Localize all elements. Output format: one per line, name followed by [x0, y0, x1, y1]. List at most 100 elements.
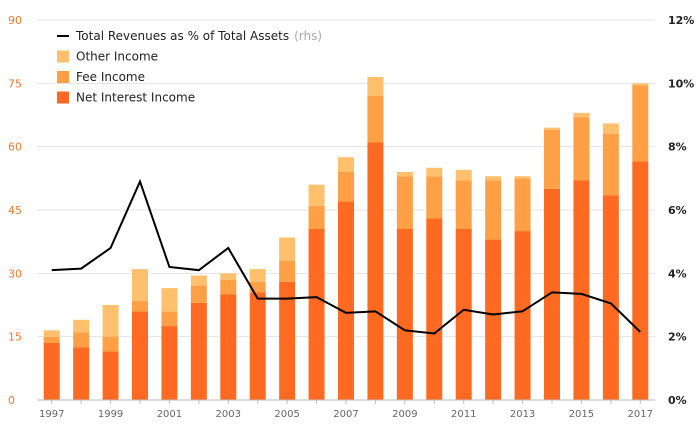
bar-segment-other-income — [485, 176, 502, 181]
legend-label-suffix: (rhs) — [294, 29, 322, 43]
bar-segment-net-interest-income — [249, 292, 266, 400]
bar-segment-other-income — [602, 123, 619, 134]
bar-segment-other-income — [396, 172, 413, 177]
bar-segment-fee-income — [161, 311, 178, 327]
y-right-tick-label: 12% — [668, 14, 694, 27]
y-left-tick-label: 45 — [8, 204, 22, 217]
bar-segment-other-income — [249, 269, 266, 282]
bar-segment-net-interest-income — [396, 229, 413, 400]
legend-label: Total Revenues as % of Total Assets (rhs) — [75, 29, 322, 43]
bar-segment-net-interest-income — [161, 326, 178, 400]
bar-segment-other-income — [279, 237, 296, 261]
legend-box-swatch — [57, 50, 69, 63]
bar-segment-other-income — [220, 273, 237, 280]
x-tick-label: 2013 — [510, 409, 535, 420]
bar-segment-fee-income — [544, 129, 560, 189]
bar-segment-fee-income — [308, 205, 325, 229]
x-tick-label: 2003 — [216, 409, 241, 420]
bar-segment-net-interest-income — [338, 201, 354, 400]
legend-label-text: Fee Income — [76, 70, 145, 84]
bar-segment-other-income — [573, 112, 590, 118]
bar-segment-fee-income — [455, 180, 472, 229]
bar-segment-fee-income — [396, 176, 413, 229]
y-right-tick-label: 2% — [668, 331, 687, 344]
bar-segment-net-interest-income — [43, 343, 60, 400]
bar-segment-other-income — [544, 127, 560, 130]
x-tick-label: 1997 — [39, 409, 64, 420]
bar-segment-other-income — [161, 288, 178, 312]
bar-segment-fee-income — [514, 178, 531, 232]
bar-segment-fee-income — [632, 85, 649, 162]
bar-segment-fee-income — [338, 172, 354, 202]
bar-segment-other-income — [426, 167, 443, 177]
y-left-tick-label: 15 — [8, 331, 22, 344]
bar-segment-net-interest-income — [573, 180, 590, 400]
legend-box-swatch — [57, 71, 69, 83]
bar-segment-net-interest-income — [632, 161, 649, 400]
legend-label-text: Other Income — [76, 50, 158, 64]
bar-segment-other-income — [308, 184, 325, 206]
x-tick-label: 2017 — [628, 409, 653, 420]
bar-segment-other-income — [73, 319, 90, 333]
bar-segment-fee-income — [102, 336, 119, 352]
bar-segment-net-interest-income — [73, 347, 90, 400]
bar-segment-net-interest-income — [132, 311, 148, 400]
bar-segment-net-interest-income — [544, 188, 560, 400]
legend-label-text: Net Interest Income — [76, 91, 195, 105]
x-tick-label: 2015 — [569, 409, 594, 420]
bar-segment-fee-income — [426, 176, 443, 219]
bar-segment-net-interest-income — [220, 294, 237, 400]
bar-segment-net-interest-income — [514, 231, 531, 400]
y-right-tick-label: 4% — [668, 267, 687, 280]
bar-segment-fee-income — [602, 134, 619, 196]
bar-segment-other-income — [190, 275, 207, 286]
y-left-tick-label: 90 — [8, 14, 22, 27]
legend-box-swatch — [57, 91, 69, 104]
legend-label: Other Income — [76, 50, 158, 64]
y-left-tick-label: 30 — [8, 267, 22, 280]
bar-segment-other-income — [514, 176, 531, 179]
x-tick-label: 2005 — [274, 409, 299, 420]
bar-segment-fee-income — [190, 286, 207, 303]
bar-segment-other-income — [132, 269, 148, 301]
legend-label-text: Total Revenues as % of Total Assets — [75, 29, 289, 43]
bar-segment-net-interest-income — [455, 229, 472, 400]
x-tick-label: 2011 — [451, 409, 476, 420]
bar-segment-net-interest-income — [308, 229, 325, 400]
bar-segment-fee-income — [367, 96, 384, 143]
x-tick-label: 2001 — [157, 409, 182, 420]
bar-segment-net-interest-income — [367, 142, 384, 400]
x-tick-label: 2009 — [392, 409, 417, 420]
bar-segment-other-income — [367, 77, 384, 96]
y-right-tick-label: 0% — [668, 394, 687, 407]
y-right-tick-label: 6% — [668, 204, 687, 217]
y-left-tick-label: 75 — [8, 77, 22, 90]
bar-segment-fee-income — [43, 336, 60, 343]
bar-segment-other-income — [455, 169, 472, 181]
legend-label: Net Interest Income — [76, 91, 195, 105]
bar-segment-fee-income — [485, 180, 502, 240]
bar-segment-fee-income — [73, 332, 90, 348]
bar-segment-net-interest-income — [102, 351, 119, 400]
bar-segment-net-interest-income — [190, 302, 207, 400]
bar-segment-other-income — [102, 305, 119, 337]
y-left-tick-label: 60 — [8, 141, 22, 154]
bar-segment-fee-income — [573, 117, 590, 181]
bar-segment-net-interest-income — [426, 218, 443, 400]
bar-segment-net-interest-income — [602, 195, 619, 400]
x-tick-label: 2007 — [333, 409, 358, 420]
y-right-tick-label: 8% — [668, 141, 687, 154]
bar-segment-fee-income — [220, 279, 237, 295]
bar-segment-other-income — [43, 330, 60, 337]
bar-segment-other-income — [632, 83, 649, 86]
revenue-ratio-line — [51, 178, 641, 335]
bar-segment-fee-income — [279, 260, 296, 282]
bar-segment-net-interest-income — [485, 239, 502, 400]
bar-segment-net-interest-income — [279, 281, 296, 400]
y-left-tick-label: 0 — [8, 394, 15, 407]
bar-segment-fee-income — [132, 300, 148, 312]
x-tick-label: 1999 — [98, 409, 123, 420]
bar-segment-fee-income — [249, 281, 266, 293]
